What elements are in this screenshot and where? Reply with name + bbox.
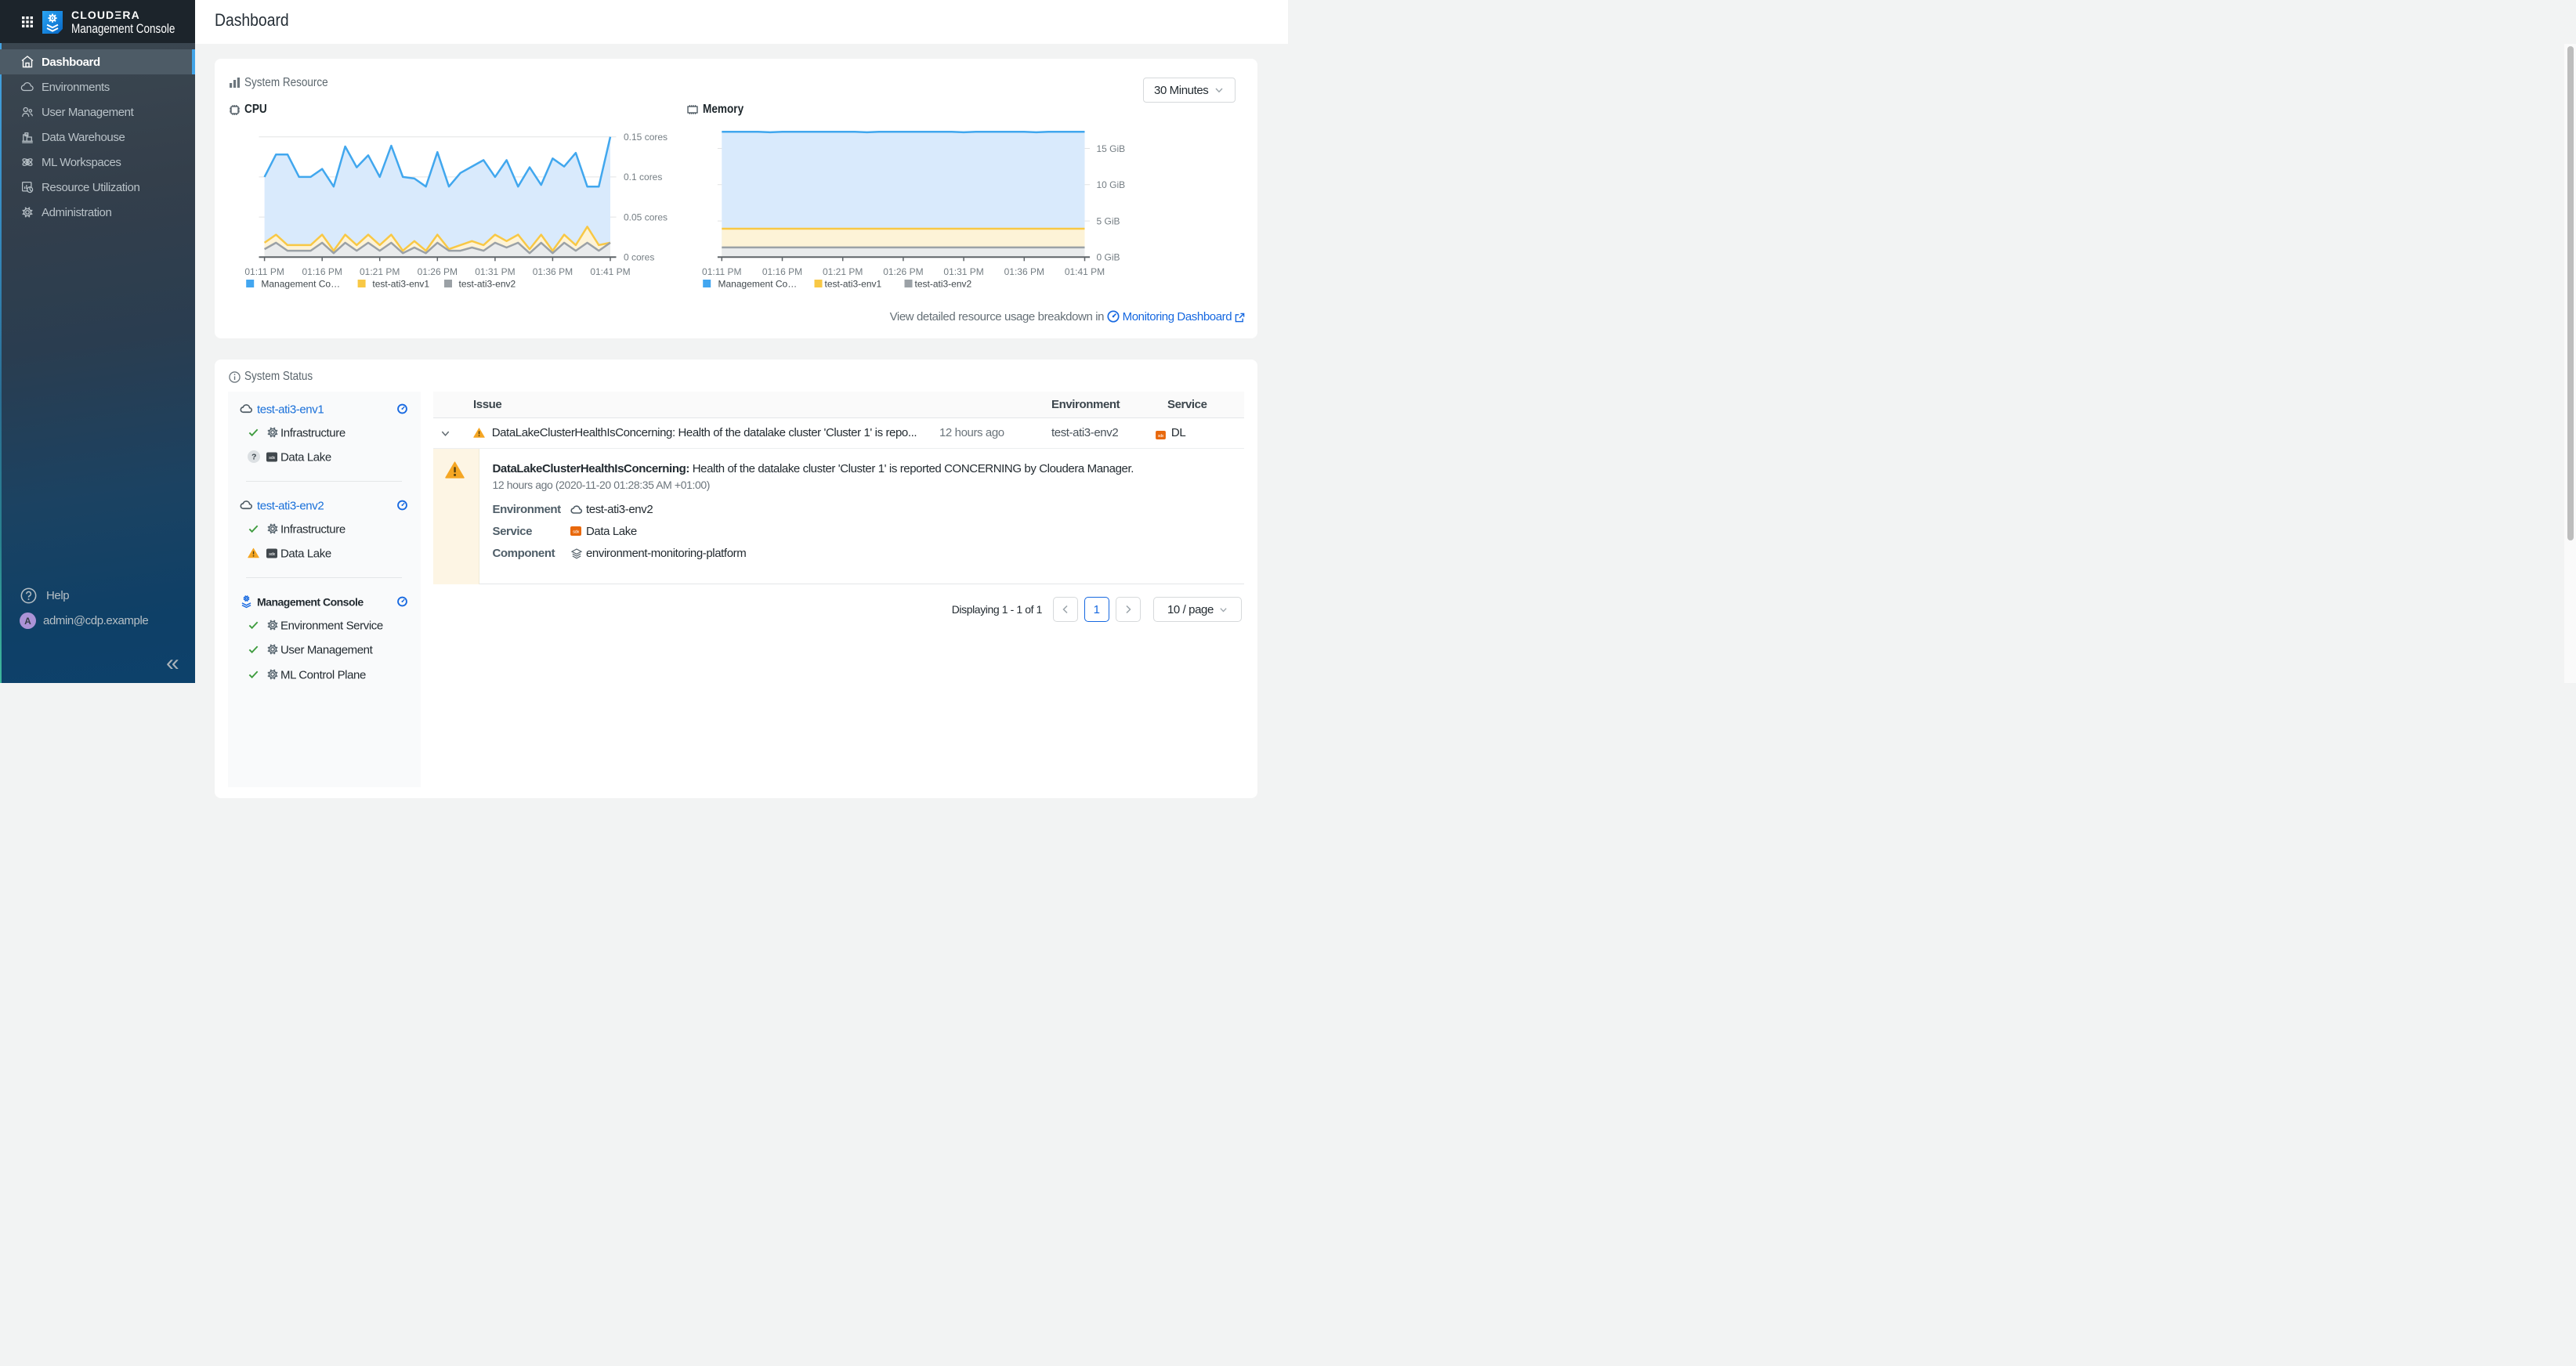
- svg-text:sdx: sdx: [269, 552, 275, 557]
- svg-text:15 GiB: 15 GiB: [1096, 143, 1125, 154]
- svg-text:sdx: sdx: [269, 456, 275, 461]
- svg-text:01:11 PM: 01:11 PM: [702, 266, 741, 277]
- svg-text:01:31 PM: 01:31 PM: [475, 266, 515, 277]
- svg-text:test-ati3-env2: test-ati3-env2: [458, 279, 516, 290]
- svg-text:Management Co…: Management Co…: [718, 279, 797, 290]
- svg-text:01:11 PM: 01:11 PM: [244, 266, 284, 277]
- svg-text:0.15 cores: 0.15 cores: [624, 132, 668, 143]
- svg-text:0.1 cores: 0.1 cores: [624, 172, 662, 182]
- svg-text:test-ati3-env1: test-ati3-env1: [372, 279, 429, 290]
- svg-text:0 GiB: 0 GiB: [1096, 252, 1120, 263]
- svg-text:sdx: sdx: [573, 529, 579, 534]
- svg-text:01:26 PM: 01:26 PM: [417, 266, 457, 277]
- svg-text:01:31 PM: 01:31 PM: [943, 266, 983, 277]
- svg-text:01:36 PM: 01:36 PM: [1004, 266, 1044, 277]
- svg-text:01:21 PM: 01:21 PM: [360, 266, 400, 277]
- svg-text:sdx: sdx: [1158, 433, 1164, 438]
- svg-text:5 GiB: 5 GiB: [1096, 215, 1120, 226]
- svg-text:?: ?: [251, 453, 256, 462]
- svg-text:test-ati3-env1: test-ati3-env1: [824, 279, 881, 290]
- svg-text:test-ati3-env2: test-ati3-env2: [914, 279, 971, 290]
- svg-text:0.05 cores: 0.05 cores: [624, 211, 668, 222]
- svg-text:01:16 PM: 01:16 PM: [302, 266, 342, 277]
- svg-text:01:41 PM: 01:41 PM: [590, 266, 630, 277]
- svg-text:01:41 PM: 01:41 PM: [1064, 266, 1104, 277]
- svg-text:Management Co…: Management Co…: [261, 279, 340, 290]
- svg-text:0 cores: 0 cores: [624, 252, 654, 263]
- svg-text:01:21 PM: 01:21 PM: [823, 266, 863, 277]
- svg-text:01:26 PM: 01:26 PM: [883, 266, 923, 277]
- svg-text:10 GiB: 10 GiB: [1096, 179, 1125, 190]
- svg-text:01:16 PM: 01:16 PM: [762, 266, 801, 277]
- svg-text:01:36 PM: 01:36 PM: [532, 266, 572, 277]
